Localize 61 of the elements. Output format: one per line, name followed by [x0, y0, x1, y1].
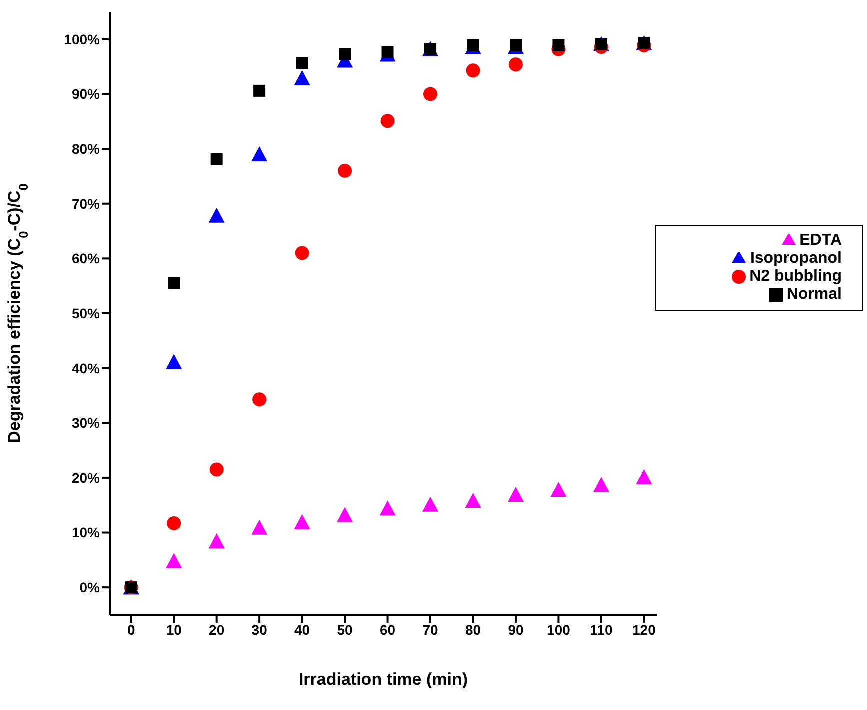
legend-label: Normal — [786, 286, 842, 303]
point — [424, 87, 438, 102]
point — [465, 492, 482, 508]
y-tick-label: 20% — [72, 470, 101, 486]
point — [380, 500, 396, 516]
point — [550, 482, 567, 498]
point — [338, 164, 352, 178]
point — [552, 39, 565, 52]
point — [508, 486, 524, 502]
x-tick-label: 70 — [422, 622, 439, 638]
point — [466, 64, 480, 78]
point — [296, 56, 308, 69]
x-tick-label: 40 — [294, 622, 310, 638]
point — [294, 514, 310, 530]
point — [380, 114, 395, 128]
x-tick-label: 30 — [252, 622, 268, 638]
legend-label: Isopropanol — [750, 250, 842, 267]
x-tick-label: 90 — [508, 622, 524, 638]
x-tick-label: 80 — [465, 622, 482, 638]
x-tick-label: 120 — [632, 622, 656, 638]
point — [294, 70, 310, 86]
x-tick-label: 50 — [337, 622, 354, 638]
point — [208, 534, 225, 549]
y-tick-label: 0% — [80, 580, 101, 596]
point — [208, 208, 225, 223]
y-tick-label: 80% — [72, 141, 101, 158]
point — [337, 507, 354, 522]
x-tick-label: 0 — [127, 622, 136, 638]
point — [339, 48, 352, 60]
point — [210, 153, 223, 166]
y-tick-label: 10% — [72, 524, 101, 541]
point — [508, 58, 523, 72]
point — [254, 84, 266, 97]
point — [422, 496, 439, 512]
point — [252, 146, 268, 162]
legend-label: N2 bubbling — [750, 268, 842, 285]
x-tick-label: 110 — [590, 622, 613, 638]
point — [252, 520, 268, 535]
y-tick-label: 60% — [72, 250, 101, 267]
point — [168, 277, 180, 290]
y-tick-label: 90% — [72, 86, 101, 102]
point — [252, 392, 267, 407]
y-tick-label: 30% — [72, 415, 101, 432]
y-tick-label: 50% — [72, 305, 101, 322]
x-tick-label: 10 — [166, 622, 182, 638]
x-tick-label: 60 — [380, 622, 396, 638]
x-axis-title: Irradiation time (min) — [298, 670, 468, 689]
point — [295, 246, 310, 260]
y-tick-label: 70% — [72, 196, 101, 212]
point — [210, 462, 224, 477]
point — [166, 553, 182, 568]
y-tick-label: 100% — [64, 31, 101, 48]
legend-label: EDTA — [800, 232, 842, 249]
point — [636, 469, 652, 484]
point — [382, 46, 394, 58]
y-tick-label: 40% — [72, 360, 101, 376]
x-tick-label: 20 — [209, 622, 225, 638]
point — [593, 477, 610, 492]
point — [166, 354, 182, 370]
x-tick-label: 100 — [547, 622, 571, 638]
point — [167, 516, 182, 530]
